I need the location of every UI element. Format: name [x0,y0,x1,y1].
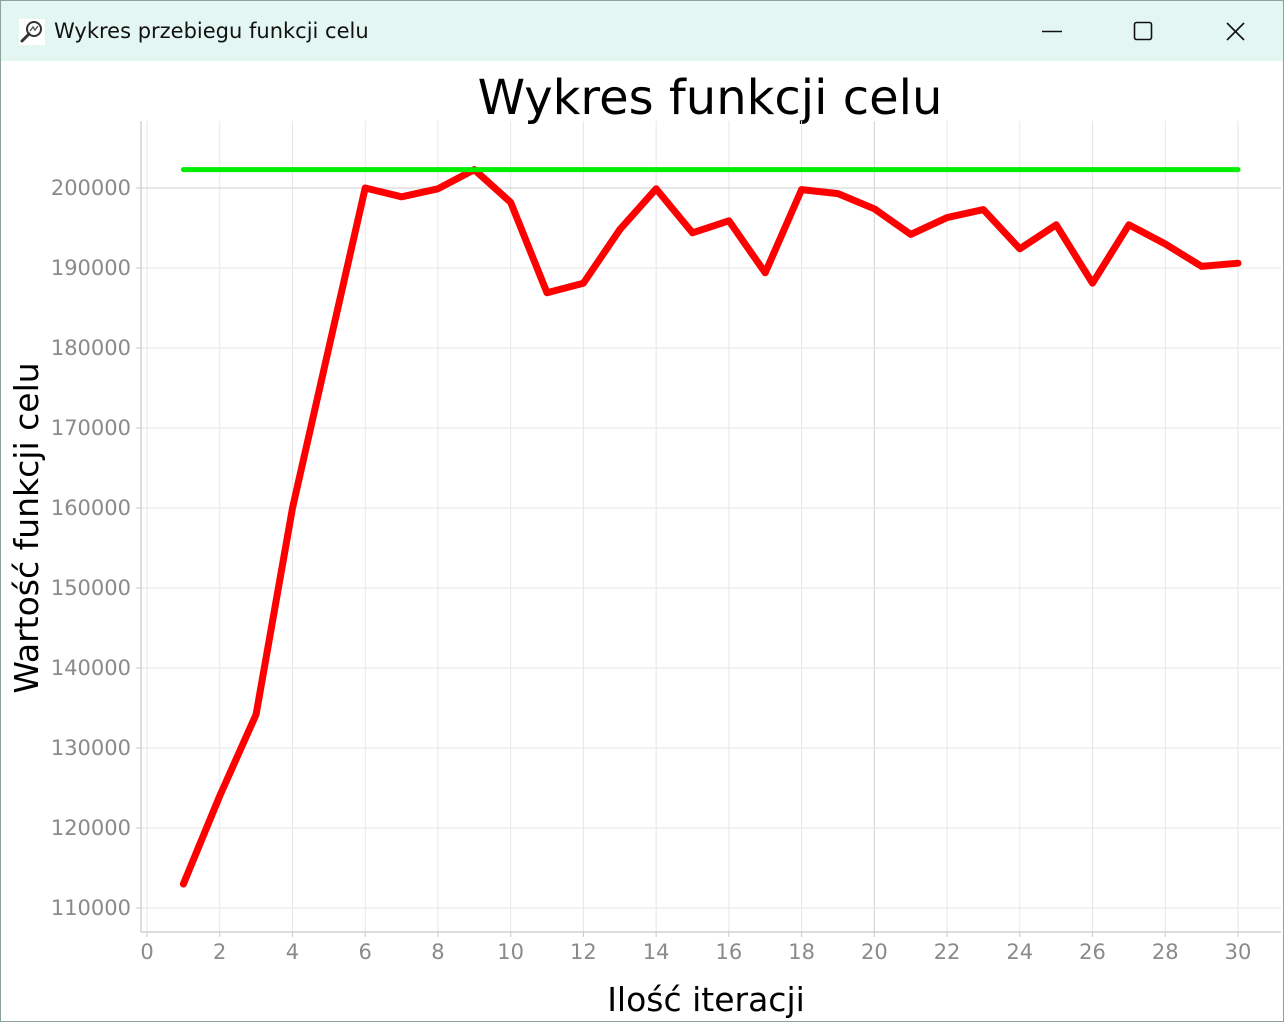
title-bar[interactable]: Wykres przebiegu funkcji celu [1,1,1283,61]
x-tick-label: 28 [1152,940,1179,964]
x-tick-label: 30 [1225,940,1252,964]
maximize-button[interactable] [1097,1,1189,61]
y-tick-label: 190000 [51,256,131,280]
tick-labels: 0 2 4 6 8 10 12 14 16 18 20 22 24 26 28 301100001200001… [51,176,1252,964]
y-tick-label: 160000 [51,496,131,520]
y-tick-label: 120000 [51,816,131,840]
maximize-icon [1133,21,1153,41]
window-title: Wykres przebiegu funkcji celu [54,19,369,43]
x-axis-label: Ilość iteracji [607,980,805,1019]
y-tick-label: 170000 [51,416,131,440]
x-tick-label: 24 [1006,940,1033,964]
x-tick-label: 20 [861,940,888,964]
axes [136,121,1281,937]
x-tick-label: 8 [431,940,444,964]
x-tick-label: 2 [213,940,226,964]
y-tick-label: 110000 [51,896,131,920]
minimize-button[interactable] [1005,1,1097,61]
y-tick-label: 140000 [51,656,131,680]
close-button[interactable] [1189,1,1281,61]
y-tick-label: 150000 [51,576,131,600]
y-tick-label: 180000 [51,336,131,360]
magnifier-chart-icon [19,19,45,45]
close-icon [1226,22,1245,41]
x-tick-label: 12 [570,940,597,964]
x-tick-label: 16 [715,940,742,964]
y-axis-label: Wartość funkcji celu [7,362,46,693]
chart-title: Wykres funkcji celu [478,70,943,126]
x-tick-label: 0 [140,940,153,964]
x-tick-label: 14 [643,940,670,964]
x-tick-label: 10 [497,940,524,964]
grid [141,121,1281,932]
chart-area: Wykres funkcji celu 0 2 4 6 8 10 12 14 16 18 20 22 2… [1,61,1283,1021]
x-tick-label: 6 [359,940,372,964]
y-tick-label: 200000 [51,176,131,200]
line-chart: Wykres funkcji celu 0 2 4 6 8 10 12 14 16 18 20 22 2… [7,70,1281,1019]
x-tick-label: 26 [1079,940,1106,964]
objective-series-line [179,166,1242,888]
x-tick-label: 4 [286,940,299,964]
minimize-icon [1042,30,1062,33]
x-tick-label: 22 [934,940,961,964]
series [179,166,1242,888]
x-tick-label: 18 [788,940,815,964]
y-tick-label: 130000 [51,736,131,760]
